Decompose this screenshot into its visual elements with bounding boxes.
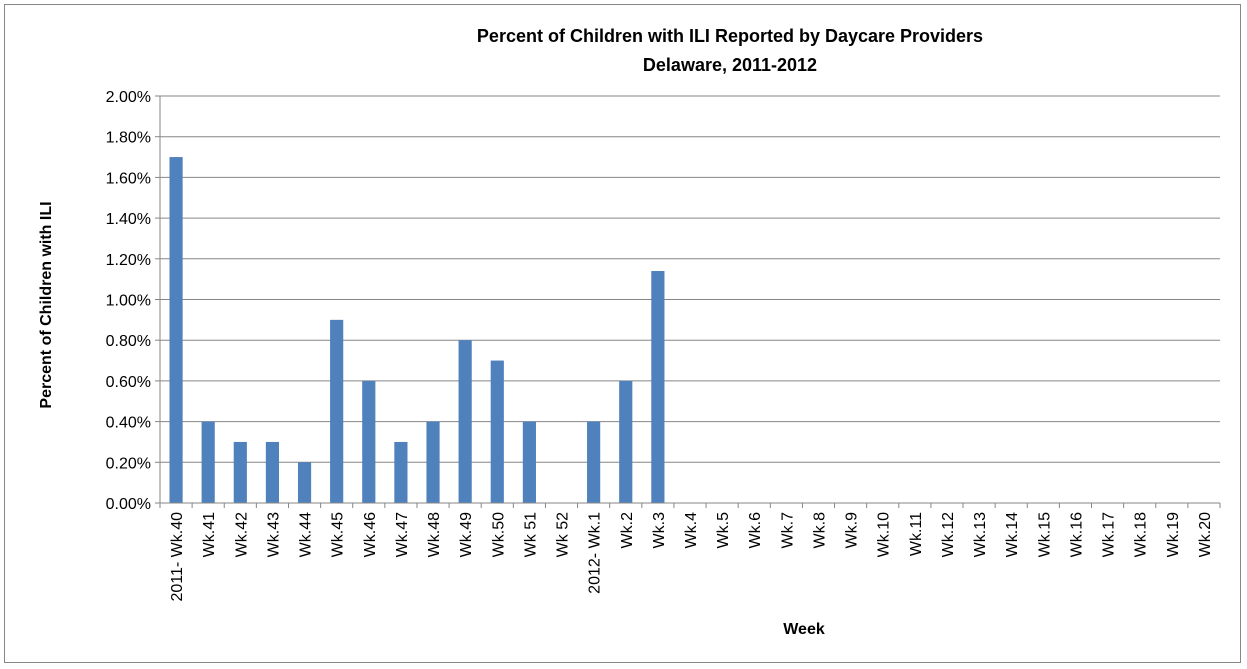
x-tick-label: Wk.3 [651,512,668,549]
x-tick-label: 2011- Wk.40 [169,512,186,602]
y-tick-label: 0.60% [106,374,151,391]
x-tick-labels: 2011- Wk.40 Wk.41 Wk.42 Wk.43 Wk.44 Wk.45 Wk.4… [169,512,1214,602]
y-tick-label: 1.60% [106,170,151,187]
bar [426,421,440,503]
bar [169,157,183,504]
x-tick-label: Wk.7 [779,512,796,549]
bar [490,360,504,503]
chart-title-line-2: Delaware, 2011-2012 [643,55,817,75]
x-tick-label: Wk 51 [522,512,539,557]
x-tick-label: Wk.4 [683,512,700,549]
x-tick-label: Wk.5 [715,512,732,549]
y-tick-label: 0.00% [106,496,151,513]
bar [330,319,344,503]
x-tick-label: Wk.44 [298,512,315,557]
chart-frame [4,4,1241,663]
x-tick-label: Wk.49 [458,512,475,557]
x-tick-label: Wk.43 [265,512,282,557]
x-tick-label: Wk.10 [876,512,893,557]
chart-title-line-1: Percent of Children with ILI Reported by… [477,26,983,46]
y-tick-label: 2.00% [106,89,151,106]
bar [394,441,408,503]
bar [458,340,472,503]
x-tick-label: Wk 52 [555,512,572,557]
x-tick-label: Wk.9 [844,512,861,549]
bar [362,380,376,503]
x-tick-label: Wk.18 [1133,512,1150,557]
y-tick-label: 1.40% [106,211,151,228]
x-tick-label: Wk.15 [1036,512,1053,557]
x-tick-label: Wk.16 [1068,512,1085,557]
x-tick-label: Wk.12 [940,512,957,557]
x-tick-label: Wk.47 [394,512,411,557]
bars [169,157,665,504]
x-tick-label: Wk.20 [1197,512,1214,557]
bar [587,421,601,503]
x-tick-label: Wk.19 [1165,512,1182,557]
y-tick-labels: 0.00% 0.20% 0.40% 0.60% 0.80% 1.00% 1.20% 1.40%… [106,89,151,513]
y-tick-label: 0.40% [106,415,151,432]
x-tick-label: Wk.6 [747,512,764,549]
x-tick-label: Wk.13 [972,512,989,557]
bar [233,441,247,503]
bar [522,421,536,503]
x-tick-label: Wk.45 [330,512,347,557]
bar [297,462,312,503]
y-tick-label: 0.80% [106,333,151,350]
y-tick-label: 1.20% [106,252,151,269]
bar [651,271,665,503]
x-tick-label: Wk.11 [908,512,925,556]
y-tick-label: 0.20% [106,455,151,472]
bar [619,380,633,503]
y-tick-label: 1.00% [106,293,151,310]
x-tick-label: Wk.14 [1004,512,1021,557]
x-tick-label: Wk.2 [619,512,636,549]
x-tick-label: Wk.46 [362,512,379,557]
x-axis-label: Week [783,621,825,638]
gridlines [155,95,1221,508]
axes [159,96,1220,504]
y-tick-label: 1.80% [106,130,151,147]
bar [201,421,215,503]
bar [265,441,280,503]
x-tick-label: Wk.42 [233,512,250,557]
x-tick-label: Wk.50 [490,512,507,557]
x-tick-label: Wk.48 [426,512,443,557]
x-tick-label: Wk.17 [1101,512,1118,557]
y-axis-label: Percent of Children with ILI [38,201,55,408]
x-tick-label: Wk.8 [811,512,828,549]
x-tick-label: 2012- Wk.1 [587,512,604,594]
x-tick-label: Wk.41 [201,512,218,557]
